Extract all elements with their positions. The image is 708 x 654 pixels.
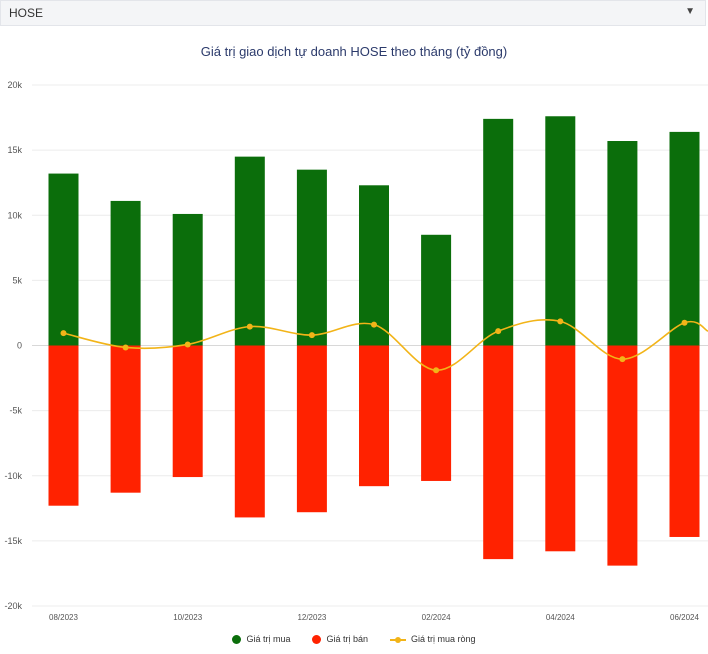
sell-bar <box>483 345 514 560</box>
net-buy-point <box>246 323 253 330</box>
y-tick-label: 5k <box>12 275 22 285</box>
y-tick-label: -5k <box>9 406 22 416</box>
x-tick-label: 10/2023 <box>173 613 202 622</box>
sell-bar <box>359 345 389 487</box>
y-tick-label: -15k <box>4 536 22 546</box>
buy-bar <box>234 156 265 346</box>
buy-bar <box>48 173 79 346</box>
sell-bar <box>545 345 576 552</box>
buy-bar <box>545 116 576 346</box>
buy-bar <box>483 118 514 346</box>
net-buy-point <box>184 341 191 348</box>
net-buy-point <box>557 318 564 325</box>
sell-bar <box>607 345 638 566</box>
net-buy-point <box>495 328 502 335</box>
legend-marker-sell <box>312 634 322 644</box>
sell-bar <box>421 345 452 481</box>
sell-bar <box>48 345 79 506</box>
y-tick-label: -10k <box>4 471 22 481</box>
buy-bar <box>296 169 327 346</box>
legend-marker-net <box>390 635 406 644</box>
legend-item-net[interactable]: Giá trị mua ròng <box>390 634 476 644</box>
y-tick-label: 15k <box>7 145 22 155</box>
sell-bar <box>296 345 327 513</box>
y-tick-label: 0 <box>17 341 22 351</box>
bar-line-chart: 20k 15k 10k 5k 0 -5k -10k -15k -20k 08/2023 10/202… <box>4 80 708 622</box>
legend-label-sell: Giá trị bán <box>326 634 368 644</box>
y-tick-label: -20k <box>4 601 22 611</box>
buy-bar <box>110 200 141 346</box>
y-tick-label: 10k <box>7 210 22 220</box>
sell-bar <box>172 345 203 478</box>
x-tick-label: 08/2023 <box>49 613 78 622</box>
sell-bar <box>669 345 700 537</box>
x-tick-label: 02/2024 <box>422 613 451 622</box>
market-selector[interactable]: HOSE ▼ <box>0 0 706 26</box>
net-buy-point <box>308 332 315 339</box>
x-tick-label: 12/2023 <box>297 613 326 622</box>
buy-bar <box>421 234 452 346</box>
chevron-down-icon[interactable]: ▼ <box>685 6 695 17</box>
buy-bar <box>669 131 700 346</box>
legend-label-buy: Giá trị mua <box>246 634 291 644</box>
chart-title: Giá trị giao dịch tự doanh HOSE theo thá… <box>200 44 508 59</box>
market-selector-value: HOSE <box>9 6 44 20</box>
buy-bar <box>607 141 638 346</box>
x-tick-label: 06/2024 <box>670 613 699 622</box>
net-buy-point <box>681 319 688 326</box>
sell-bar <box>110 345 141 493</box>
legend-item-buy[interactable]: Giá trị mua <box>232 634 290 644</box>
net-buy-point <box>60 330 67 337</box>
legend-label-net: Giá trị mua ròng <box>411 634 476 644</box>
buy-bar <box>359 185 389 346</box>
net-buy-point <box>433 367 440 374</box>
y-tick-label: 20k <box>7 80 22 90</box>
x-tick-label: 04/2024 <box>546 613 575 622</box>
buy-bar <box>172 213 203 346</box>
sell-bar <box>234 345 265 518</box>
net-buy-point <box>371 321 377 328</box>
net-buy-point <box>122 344 129 351</box>
legend-item-sell[interactable]: Giá trị bán <box>312 634 368 644</box>
net-buy-point <box>619 356 626 363</box>
legend-marker-buy <box>232 634 242 644</box>
chart-legend: Giá trị mua Giá trị bán Giá trị mua ròng <box>0 634 708 644</box>
